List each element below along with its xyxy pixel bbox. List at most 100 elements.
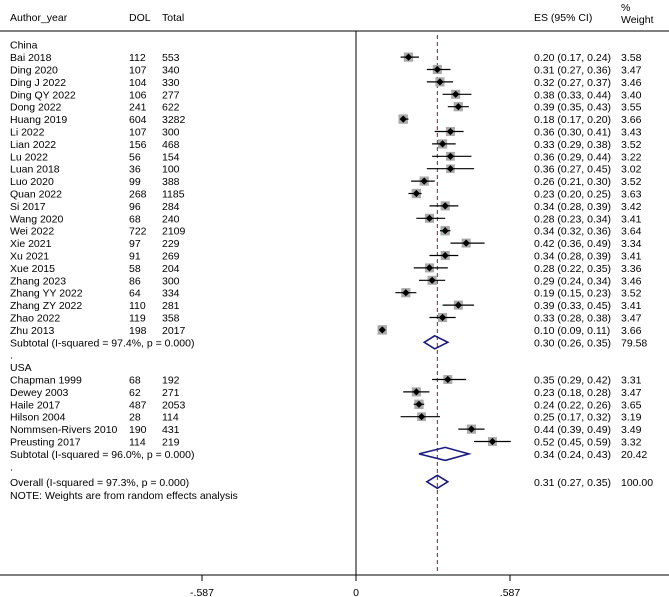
study-dol: 96 [129,201,141,213]
study-total: 468 [162,139,180,151]
study-es-ci: 0.34 (0.32, 0.36) [534,226,611,238]
study-weight: 3.66 [621,325,642,337]
study-weight: 3.19 [621,412,642,424]
study-dol: 107 [129,65,147,77]
study-dol: 91 [129,251,141,263]
study-weight: 3.64 [621,226,642,238]
study-label: Lu 2022 [10,151,48,163]
study-weight: 3.47 [621,387,642,399]
study-point-estimate [378,326,386,334]
study-weight: 3.46 [621,77,642,89]
study-es-ci: 0.36 (0.29, 0.44) [534,151,611,163]
study-point-estimate [462,239,470,247]
study-label: Luo 2020 [10,176,54,188]
study-point-estimate [438,313,447,322]
study-total: 358 [162,313,180,325]
study-weight: 3.43 [621,127,642,139]
study-dol: 68 [129,375,141,387]
study-dol: 86 [129,275,141,287]
study-dol: 156 [129,139,147,151]
study-total: 100 [162,164,180,176]
study-weight: 3.41 [621,300,642,312]
study-total: 431 [162,424,180,436]
study-point-estimate [444,375,452,384]
study-dol: 68 [129,213,141,225]
study-point-estimate [446,152,455,160]
study-total: 271 [162,387,180,399]
study-point-estimate [454,103,462,111]
study-total: 269 [162,251,180,263]
study-es-ci: 0.20 (0.17, 0.24) [534,52,611,64]
study-dol: 99 [129,176,141,188]
study-dol: 487 [129,399,147,411]
study-dol: 241 [129,102,147,114]
study-dol: 112 [129,52,146,64]
study-dol: 104 [129,77,147,89]
study-es-ci: 0.28 (0.22, 0.35) [534,263,611,275]
x-tick-label: 0 [353,587,359,597]
study-dol: 56 [129,151,141,163]
study-es-ci: 0.52 (0.45, 0.59) [534,437,611,449]
study-weight: 3.42 [621,201,642,213]
study-total: 300 [162,275,180,287]
study-total: 277 [162,89,180,101]
study-point-estimate [417,413,426,421]
study-es-ci: 0.39 (0.33, 0.45) [534,300,611,312]
x-tick-label: -.587 [190,587,214,597]
study-point-estimate [415,400,423,408]
separator-dot: . [10,350,13,362]
study-es-ci: 0.31 (0.27, 0.36) [534,65,611,77]
study-label: Ding 2020 [10,65,58,77]
study-label: Dong 2022 [10,102,62,114]
study-dol: 110 [129,300,146,312]
study-dol: 64 [129,288,141,300]
study-weight: 3.49 [621,424,642,436]
study-point-estimate [467,425,476,433]
study-point-estimate [441,251,449,260]
study-dol: 190 [129,424,147,436]
study-es-ci: 0.36 (0.27, 0.45) [534,164,611,176]
study-weight: 3.34 [621,238,642,250]
study-point-estimate [425,264,434,272]
subtotal-diamond [422,334,450,350]
study-total: 2017 [162,325,186,337]
study-label: Zhang YY 2022 [10,288,83,300]
study-total: 553 [162,52,180,64]
study-point-estimate [425,214,434,222]
study-weight: 3.66 [621,114,642,126]
study-label: Zhao 2022 [10,313,60,325]
study-weight: 3.52 [621,139,642,151]
study-weight: 3.63 [621,189,642,201]
study-label: Huang 2019 [10,114,67,126]
header: Author_year DOL Total ES (95% CI) % Weig… [10,2,654,26]
study-label: Hilson 2004 [10,412,66,424]
study-label: Zhang 2023 [10,275,66,287]
study-es-ci: 0.42 (0.36, 0.49) [534,238,611,250]
study-point-estimate [433,65,441,74]
study-es-ci: 0.34 (0.28, 0.39) [534,251,611,263]
study-dol: 28 [129,412,141,424]
study-total: 284 [162,201,180,213]
study-es-ci: 0.38 (0.33, 0.44) [534,89,611,101]
study-point-estimate [488,437,497,446]
header-dol: DOL [129,12,151,24]
study-label: Nommsen-Rivers 2010 [10,424,118,436]
study-total: 240 [162,213,180,225]
study-point-estimate [441,202,449,210]
study-es-ci: 0.10 (0.09, 0.11) [534,325,610,337]
study-weight: 3.32 [621,437,642,449]
study-point-estimate [454,301,462,309]
study-label: Si 2017 [10,201,46,213]
study-es-ci: 0.36 (0.30, 0.41) [534,127,611,139]
study-es-ci: 0.23 (0.18, 0.28) [534,387,611,399]
group-heading: China [10,40,38,52]
study-weight: 3.47 [621,65,642,77]
study-total: 1185 [162,189,185,201]
study-point-estimate [446,165,455,173]
overall-label: Overall (I-squared = 97.3%, p = 0.000) [10,477,189,489]
study-weight: 3.55 [621,102,642,114]
study-es-ci: 0.33 (0.29, 0.38) [534,139,611,151]
study-total: 281 [162,300,180,312]
study-dol: 198 [129,325,147,337]
